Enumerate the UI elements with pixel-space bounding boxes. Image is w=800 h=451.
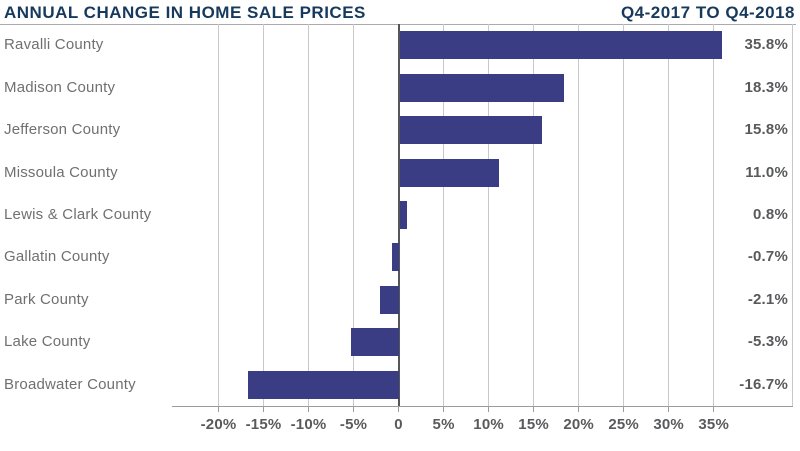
category-label-park-county: Park County [4,290,89,308]
category-label-madison-county: Madison County [4,78,116,96]
x-tick-label: -10% [290,416,327,433]
gridline--15 [263,24,265,406]
x-tick-label: 5% [432,416,455,433]
x-axis-tick [533,406,535,412]
value-label-madison-county: 18.3% [744,78,788,96]
category-label-gallatin-county: Gallatin County [4,248,110,266]
bar-madison-county [399,73,565,102]
gridline--10 [308,24,310,406]
bar-ravalli-county [399,31,722,60]
chart-title: ANNUAL CHANGE IN HOME SALE PRICES [4,3,366,22]
x-tick-label: 20% [563,416,594,433]
x-axis-tick [713,406,715,412]
gridline-30 [668,24,670,406]
x-tick-label: 35% [698,416,729,433]
bar-jefferson-county [399,116,542,145]
category-label-lewis-and-clark-county: Lewis & Clark County [4,206,152,223]
x-axis-tick [263,406,265,412]
category-label-lake-county: Lake County [4,333,91,351]
bar-gallatin-county [392,243,399,272]
x-tick-label: 30% [653,416,684,433]
gridline-25 [623,24,625,406]
bar-broadwater-county [248,370,399,399]
x-axis-tick [488,406,490,412]
gridline-20 [578,24,580,406]
gridline-10 [488,24,490,406]
plot-right-border [791,24,793,406]
zero-baseline [397,24,400,407]
category-label-missoula-county: Missoula County [4,163,118,181]
x-tick-label: 10% [473,416,504,433]
bar-lewis-and-clark-county [399,201,407,229]
value-label-ravalli-county: 35.8% [744,36,788,54]
x-axis-tick [353,406,355,412]
value-label-lewis-and-clark-county: 0.8% [753,206,788,223]
category-label-jefferson-county: Jefferson County [4,121,121,139]
category-label-broadwater-county: Broadwater County [4,375,136,393]
x-axis-tick [398,406,400,412]
x-tick-label: 25% [608,416,639,433]
value-label-lake-county: -5.3% [747,333,788,351]
x-tick-label: 0 [394,416,403,433]
bar-missoula-county [399,158,499,187]
x-axis-tick [218,406,219,412]
x-axis-tick [578,406,580,412]
x-tick-label: -20% [200,416,237,433]
value-label-gallatin-county: -0.7% [747,248,788,266]
gridline-5 [443,24,445,406]
x-tick-label: 15% [518,416,549,433]
x-tick-label: -5% [339,416,368,433]
chart-period-subtitle: Q4-2017 TO Q4-2018 [620,3,795,22]
value-label-broadwater-county: -16.7% [739,375,788,393]
x-axis-tick [668,406,670,412]
value-label-jefferson-county: 15.8% [744,121,788,139]
x-axis-line [172,406,793,407]
x-axis-tick [623,406,625,412]
value-label-park-county: -2.1% [747,290,788,308]
x-axis-tick [443,406,445,412]
gridline--20 [218,24,219,406]
x-tick-label: -15% [245,416,282,433]
gridline--5 [353,24,355,406]
gridline-15 [533,24,535,406]
gridline-35 [713,24,715,406]
bar-lake-county [350,328,399,357]
bar-park-county [379,285,399,314]
category-label-ravalli-county: Ravalli County [4,36,104,54]
x-axis-tick [308,406,310,412]
value-label-missoula-county: 11.0% [745,163,788,181]
